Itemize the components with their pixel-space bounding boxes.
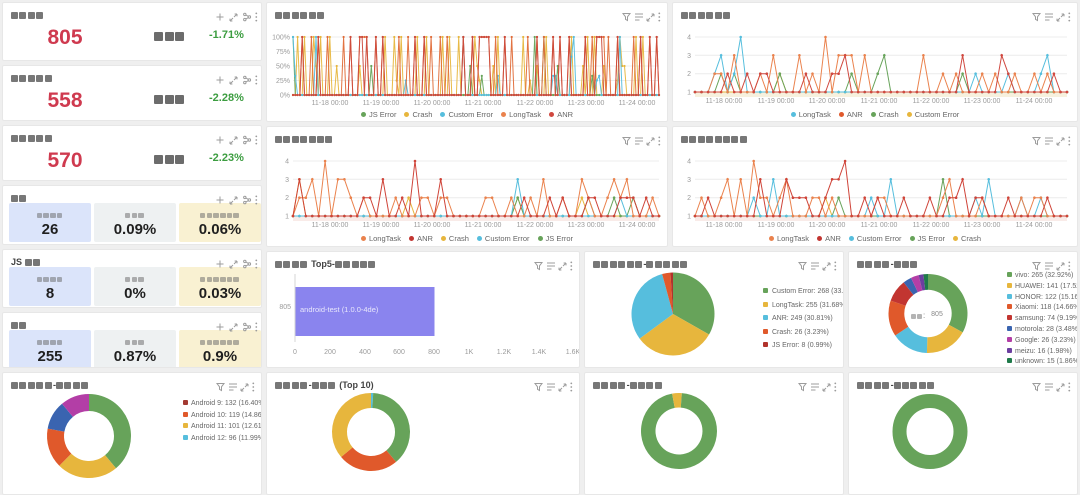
svg-text:11-21 00:00: 11-21 00:00 xyxy=(861,222,898,229)
svg-text:2: 2 xyxy=(687,195,691,202)
svg-text:11-22 00:00: 11-22 00:00 xyxy=(517,222,554,229)
svg-text:805: 805 xyxy=(931,311,943,318)
svg-text:1: 1 xyxy=(687,214,691,221)
svg-text:android-test (1.0.0-4de): android-test (1.0.0-4de) xyxy=(300,305,379,314)
svg-text:11-23 00:00: 11-23 00:00 xyxy=(568,100,605,107)
svg-text:805: 805 xyxy=(279,304,291,311)
svg-text:3: 3 xyxy=(285,177,289,184)
svg-text:75%: 75% xyxy=(276,49,290,56)
svg-text:11-20 00:00: 11-20 00:00 xyxy=(414,222,451,229)
svg-text:11-21 00:00: 11-21 00:00 xyxy=(465,222,502,229)
svg-text:800: 800 xyxy=(428,349,440,356)
svg-text:11-24 00:00: 11-24 00:00 xyxy=(619,222,656,229)
svg-text:11-22 00:00: 11-22 00:00 xyxy=(913,222,950,229)
svg-text:11-18 00:00: 11-18 00:00 xyxy=(706,222,743,229)
svg-text:11-23 00:00: 11-23 00:00 xyxy=(964,222,1001,229)
svg-text:1: 1 xyxy=(687,90,691,97)
svg-text:11-19 00:00: 11-19 00:00 xyxy=(758,98,795,105)
svg-text:11-18 00:00: 11-18 00:00 xyxy=(312,100,349,107)
svg-text:11-23 00:00: 11-23 00:00 xyxy=(964,98,1001,105)
svg-text:4: 4 xyxy=(285,159,289,166)
svg-text:11-24 00:00: 11-24 00:00 xyxy=(619,100,656,107)
svg-text:1.4K: 1.4K xyxy=(532,349,547,356)
svg-text:11-20 00:00: 11-20 00:00 xyxy=(414,100,451,107)
svg-text:11-23 00:00: 11-23 00:00 xyxy=(568,222,605,229)
svg-text:0%: 0% xyxy=(280,93,290,100)
svg-text:1K: 1K xyxy=(465,349,474,356)
svg-text:2: 2 xyxy=(285,195,289,202)
svg-text:11-20 00:00: 11-20 00:00 xyxy=(809,222,846,229)
svg-text:600: 600 xyxy=(393,349,405,356)
svg-text:100%: 100% xyxy=(272,35,290,42)
svg-text:0: 0 xyxy=(293,349,297,356)
svg-text:3: 3 xyxy=(687,177,691,184)
svg-text:2: 2 xyxy=(687,71,691,78)
svg-text:11-21 00:00: 11-21 00:00 xyxy=(465,100,502,107)
svg-text:11-19 00:00: 11-19 00:00 xyxy=(363,222,400,229)
svg-text:1.2K: 1.2K xyxy=(497,349,512,356)
svg-text:400: 400 xyxy=(359,349,371,356)
svg-text:200: 200 xyxy=(324,349,336,356)
svg-text:11-24 00:00: 11-24 00:00 xyxy=(1016,222,1053,229)
svg-text:50%: 50% xyxy=(276,64,290,71)
svg-text:4: 4 xyxy=(687,35,691,42)
svg-text:11-22 00:00: 11-22 00:00 xyxy=(517,100,554,107)
svg-text:11-18 00:00: 11-18 00:00 xyxy=(312,222,349,229)
svg-text:11-20 00:00: 11-20 00:00 xyxy=(809,98,846,105)
svg-text:1: 1 xyxy=(285,214,289,221)
svg-text:11-24 00:00: 11-24 00:00 xyxy=(1016,98,1053,105)
svg-text:11-22 00:00: 11-22 00:00 xyxy=(913,98,950,105)
svg-text:11-19 00:00: 11-19 00:00 xyxy=(363,100,400,107)
svg-text:25%: 25% xyxy=(276,78,290,85)
svg-text:11-21 00:00: 11-21 00:00 xyxy=(861,98,898,105)
svg-text:4: 4 xyxy=(687,159,691,166)
svg-text:3: 3 xyxy=(687,53,691,60)
svg-text:1.6K: 1.6K xyxy=(566,349,580,356)
svg-text:11-18 00:00: 11-18 00:00 xyxy=(706,98,743,105)
svg-text:11-19 00:00: 11-19 00:00 xyxy=(758,222,795,229)
